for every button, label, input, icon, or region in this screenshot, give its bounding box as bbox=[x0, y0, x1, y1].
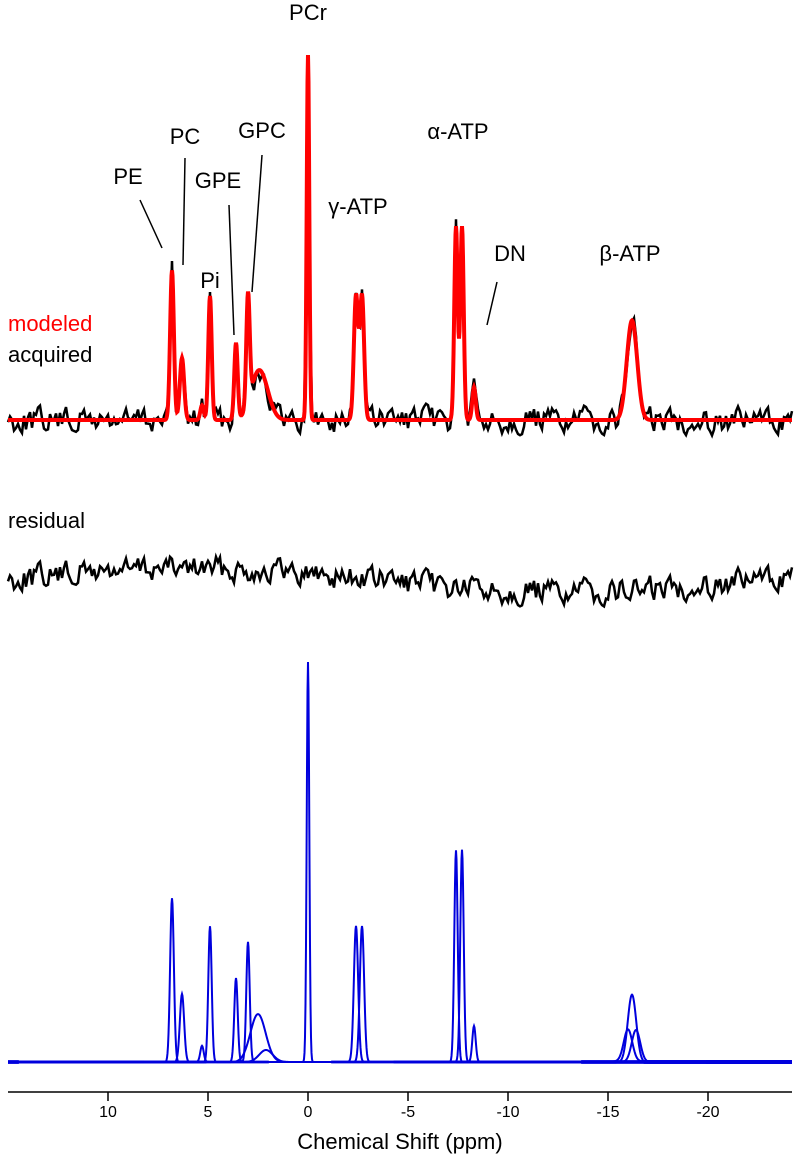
x-tick-label: 0 bbox=[304, 1104, 313, 1121]
leader-line bbox=[139, 199, 163, 249]
component-curve bbox=[8, 850, 792, 1064]
modeled-curve bbox=[8, 54, 792, 422]
component-curve bbox=[8, 849, 792, 1064]
peak-label: β-ATP bbox=[599, 241, 660, 266]
component-curve bbox=[8, 993, 792, 1064]
peak-label: DN bbox=[494, 241, 526, 266]
component-curve bbox=[8, 1028, 792, 1063]
component-curve bbox=[8, 661, 792, 1064]
leader-line bbox=[486, 281, 498, 326]
peak-label: PCr bbox=[289, 0, 327, 25]
modeled-label: modeled bbox=[8, 311, 92, 336]
component-curve bbox=[8, 941, 792, 1064]
x-tick-label: 10 bbox=[99, 1104, 117, 1121]
component-curve bbox=[8, 925, 792, 1064]
x-tick-label: -10 bbox=[496, 1104, 519, 1121]
component-curve bbox=[8, 990, 792, 1063]
peak-label: Pi bbox=[200, 268, 220, 293]
component-curve bbox=[8, 1048, 792, 1063]
leader-line bbox=[228, 204, 235, 336]
x-tick-label: -15 bbox=[596, 1104, 619, 1121]
peak-label: PE bbox=[113, 164, 142, 189]
x-tick-label: 5 bbox=[204, 1104, 213, 1121]
residual-curve bbox=[6, 552, 794, 609]
component-curve bbox=[8, 977, 792, 1063]
peak-label: GPC bbox=[238, 118, 286, 143]
component-curve bbox=[8, 926, 792, 1064]
residual-label: residual bbox=[8, 508, 85, 533]
component-curve bbox=[8, 1013, 792, 1064]
x-tick-label: -20 bbox=[696, 1104, 719, 1121]
x-tick-label: -5 bbox=[401, 1104, 415, 1121]
leader-line bbox=[182, 157, 186, 266]
peak-label: PC bbox=[170, 124, 201, 149]
peak-label: GPE bbox=[195, 168, 241, 193]
component-curve bbox=[8, 1028, 792, 1064]
leader-line bbox=[251, 154, 263, 293]
peak-label: α-ATP bbox=[427, 119, 488, 144]
component-curve bbox=[8, 925, 792, 1063]
x-axis-title: Chemical Shift (ppm) bbox=[297, 1129, 502, 1154]
acquired-curve bbox=[6, 59, 794, 439]
component-curve bbox=[8, 898, 792, 1064]
component-curve bbox=[8, 1022, 792, 1063]
peak-label: γ-ATP bbox=[328, 194, 387, 219]
acquired-label: acquired bbox=[8, 342, 92, 367]
